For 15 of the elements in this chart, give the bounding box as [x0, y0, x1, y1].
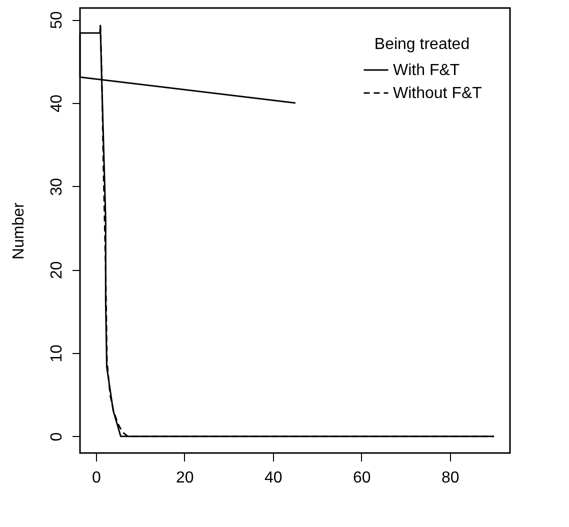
x-tick-label: 20	[176, 470, 194, 486]
y-tick-label: 20	[48, 261, 66, 280]
y-tick-label: 0	[48, 432, 66, 442]
y-tick-label: 10	[48, 344, 66, 362]
y-tick-label: 50	[48, 11, 66, 30]
y-tick-label: 40	[48, 94, 66, 112]
x-tick-label: 60	[352, 470, 371, 486]
legend-title: Being treated	[374, 36, 470, 53]
legend-label: Without F&T	[393, 85, 482, 102]
x-tick-label: 40	[264, 470, 282, 486]
y-tick-label: 30	[48, 178, 66, 196]
y-axis-title: Number	[10, 202, 28, 260]
x-tick-label: 80	[441, 470, 460, 486]
x-tick-label: 0	[92, 470, 101, 486]
legend-label: With F&T	[393, 62, 460, 79]
